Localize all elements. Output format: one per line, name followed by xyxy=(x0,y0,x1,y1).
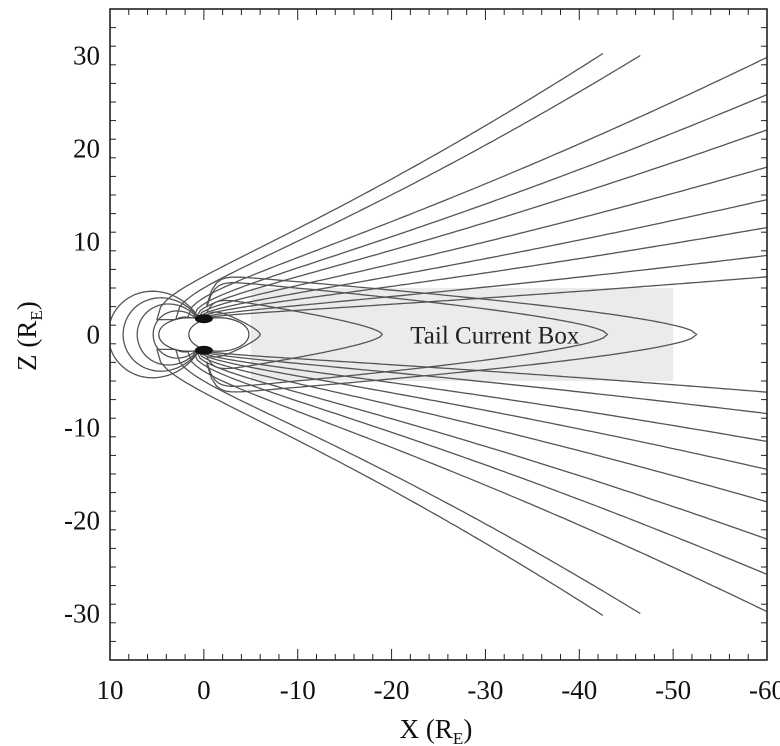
plot-frame xyxy=(109,8,768,661)
open-field-line-north xyxy=(196,166,767,321)
open-field-line-south xyxy=(156,348,604,616)
y-tick-label: -30 xyxy=(64,599,100,629)
tail-current-box-label: Tail Current Box xyxy=(410,323,580,350)
x-axis-title: X (RE) xyxy=(400,714,473,746)
open-field-line-north xyxy=(156,53,604,321)
y-tick-labels: 30 20 10 0 -10 -20 -30 xyxy=(64,41,100,629)
open-field-line-north xyxy=(186,56,767,321)
open-field-line-south xyxy=(201,348,767,393)
open-field-line-north xyxy=(194,129,767,321)
open-field-line-north xyxy=(197,199,767,321)
closed-field-line-dayside xyxy=(152,310,204,359)
closed-field-line-nightside xyxy=(206,299,384,370)
x-tick-label: -50 xyxy=(655,675,691,705)
x-tick-label: -40 xyxy=(561,675,597,705)
closed-field-line-dayside xyxy=(122,297,204,372)
x-tick-label: -60 xyxy=(749,675,780,705)
open-field-line-north xyxy=(198,254,767,321)
open-field-line-north xyxy=(191,94,767,321)
open-field-line-south xyxy=(191,348,767,575)
open-field-line-north xyxy=(198,226,767,321)
earth-nightside-lobe xyxy=(188,317,250,352)
open-field-line-south xyxy=(194,348,767,540)
closed-field-line-nightside xyxy=(206,282,609,387)
north-polar-cusp xyxy=(194,314,213,324)
x-tick-label: 10 xyxy=(97,675,124,705)
y-tick-label: 10 xyxy=(73,227,100,257)
x-tick-labels: 10 0 -10 -20 -30 -40 -50 -60 xyxy=(97,675,780,705)
open-field-line-south xyxy=(197,348,767,471)
x-tick-label: -20 xyxy=(374,675,410,705)
open-field-line-south xyxy=(198,348,767,415)
y-tick-label: -20 xyxy=(64,506,100,536)
y-tick-label: 0 xyxy=(87,320,101,350)
south-polar-cusp xyxy=(194,345,213,355)
open-field-line-south xyxy=(196,348,767,503)
open-field-line-south xyxy=(186,348,767,613)
open-field-line-north xyxy=(174,54,641,321)
closed-field-line-dayside xyxy=(136,303,204,366)
open-field-line-north xyxy=(201,276,767,321)
closed-field-line-nightside xyxy=(206,276,698,393)
y-axis-title: Z (RE) xyxy=(12,301,46,371)
open-field-line-south xyxy=(198,348,767,443)
field-lines-group xyxy=(110,53,767,616)
open-field-line-south xyxy=(174,348,641,615)
axis-ticks xyxy=(109,8,768,661)
x-tick-label: -30 xyxy=(467,675,503,705)
y-tick-label: 20 xyxy=(73,134,100,164)
x-tick-label: 0 xyxy=(197,675,211,705)
x-tick-label: -10 xyxy=(280,675,316,705)
y-tick-label: 30 xyxy=(73,41,100,71)
y-tick-label: -10 xyxy=(64,413,100,443)
earth xyxy=(158,314,250,355)
